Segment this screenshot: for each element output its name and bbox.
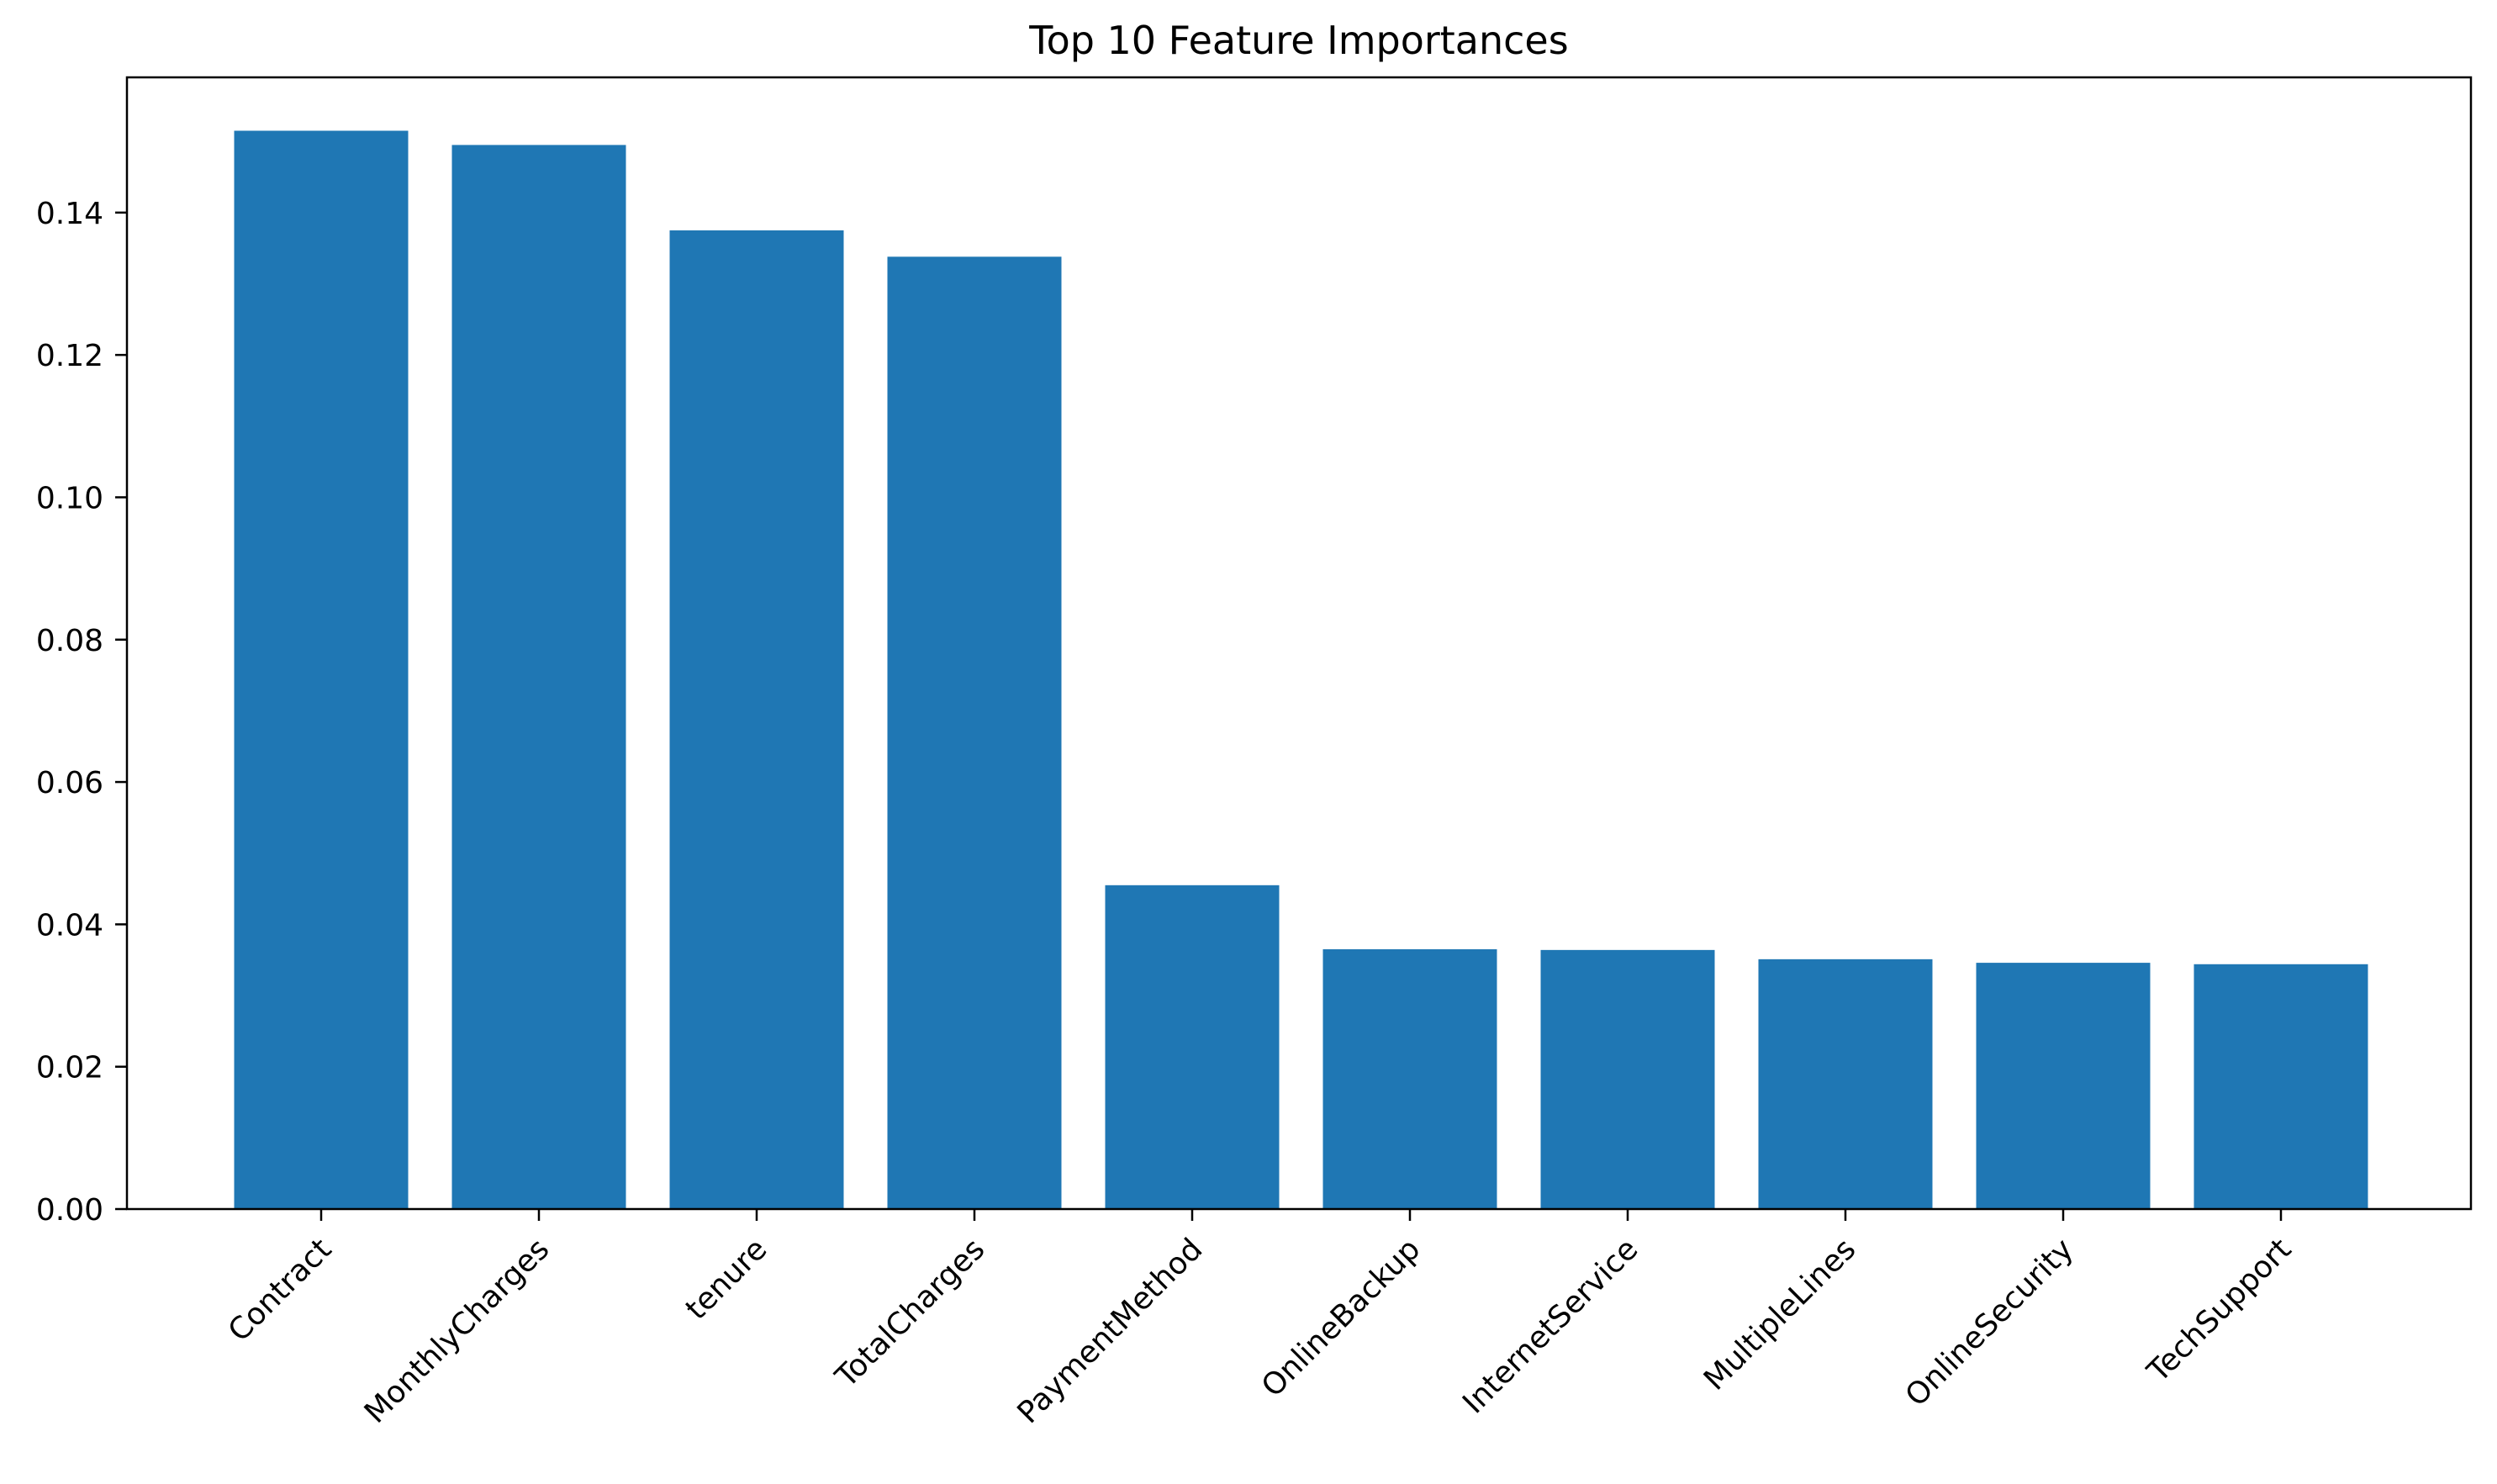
- x-tick-label: MonthlyCharges: [358, 1232, 557, 1430]
- y-tick-label: 0.10: [36, 481, 103, 515]
- x-tick-label: MultipleLines: [1697, 1232, 1862, 1397]
- y-tick-label: 0.08: [36, 624, 103, 658]
- bar-TotalCharges: [887, 256, 1062, 1209]
- plot-frame: [125, 76, 2473, 1211]
- x-tick-label: TotalCharges: [829, 1232, 992, 1395]
- bar-Contract: [234, 130, 409, 1209]
- y-tick-label: 0.12: [36, 339, 103, 373]
- bar-OnlineBackup: [1322, 949, 1497, 1209]
- y-tick-label: 0.04: [36, 908, 103, 943]
- y-tick-label: 0.14: [36, 197, 103, 231]
- x-tick-label: tenure: [679, 1232, 773, 1326]
- chart-title: Top 10 Feature Importances: [1028, 18, 1568, 63]
- x-axis: Contract MonthlyCharges tenure TotalCharges…: [222, 1209, 2298, 1430]
- y-tick-label: 0.02: [36, 1051, 103, 1085]
- y-tick-label: 0.00: [36, 1193, 103, 1228]
- bar-PaymentMethod: [1105, 885, 1280, 1209]
- x-tick-label: OnlineSecurity: [1899, 1232, 2081, 1413]
- x-tick-label: Contract: [222, 1232, 339, 1349]
- x-tick-label: InternetService: [1456, 1232, 1644, 1420]
- x-tick-label: OnlineBackup: [1255, 1232, 1427, 1403]
- bar-MultipleLines: [1758, 959, 1933, 1209]
- bar-tenure: [669, 230, 844, 1209]
- bar-TechSupport: [2193, 964, 2368, 1209]
- bar-OnlineSecurity: [1976, 963, 2151, 1209]
- bar-MonthlyCharges: [451, 145, 626, 1209]
- bar-InternetService: [1540, 949, 1715, 1209]
- x-tick-label: TechSupport: [2141, 1232, 2298, 1389]
- y-tick-label: 0.06: [36, 766, 103, 800]
- x-tick-label: PaymentMethod: [1011, 1232, 1209, 1430]
- bars-group: [234, 130, 2368, 1209]
- y-axis: 0.00 0.02 0.04 0.06 0.08 0.10 0.12 0.14: [36, 197, 127, 1228]
